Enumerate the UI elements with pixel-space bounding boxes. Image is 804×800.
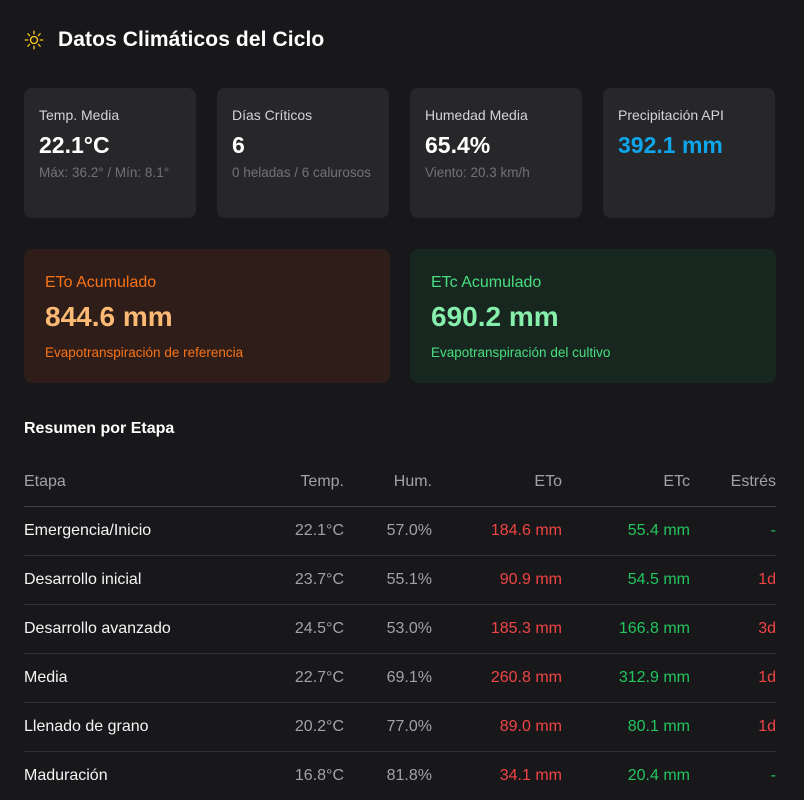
table-row: Desarrollo inicial 23.7°C 55.1% 90.9 mm … [24, 556, 776, 605]
eto-cell: 89.0 mm [499, 718, 562, 735]
table-row: Emergencia/Inicio 22.1°C 57.0% 184.6 mm … [24, 507, 776, 556]
stat-sub: Viento: 20.3 km/h [425, 165, 530, 180]
humidity-cell: 57.0% [386, 522, 432, 539]
stat-value: 392.1 mm [618, 132, 723, 158]
etc-cell: 54.5 mm [627, 571, 690, 588]
temp-cell: 23.7°C [294, 571, 344, 588]
eto-label: ETo Acumulado [45, 274, 157, 291]
column-header-eto: ETo [534, 473, 562, 490]
stage-cell: Desarrollo inicial [24, 571, 142, 588]
eto-cell: 260.8 mm [490, 669, 562, 686]
stress-cell: 1d [758, 718, 776, 735]
etc-description: Evapotranspiración del cultivo [431, 345, 611, 360]
stat-label: Humedad Media [425, 107, 528, 123]
stage-cell: Desarrollo avanzado [24, 620, 171, 637]
stat-value: 65.4% [425, 132, 491, 158]
eto-cell: 90.9 mm [499, 571, 562, 588]
eto-cell: 34.1 mm [499, 767, 562, 784]
humidity-cell: 53.0% [386, 620, 432, 637]
etc-card: ETc Acumulado 690.2 mm Evapotranspiració… [410, 249, 776, 383]
stress-cell: - [770, 767, 776, 784]
etc-cell: 166.8 mm [618, 620, 690, 637]
stress-cell: - [770, 522, 776, 539]
column-header-temp: Temp. [300, 473, 344, 490]
eto-description: Evapotranspiración de referencia [45, 345, 244, 360]
stage-cell: Media [24, 669, 68, 686]
stat-card-humidity: Humedad Media 65.4% Viento: 20.3 km/h [410, 88, 582, 218]
table-row: Media 22.7°C 69.1% 260.8 mm 312.9 mm 1d [24, 654, 776, 703]
stat-sub: 0 heladas / 6 calurosos [232, 165, 371, 180]
etc-cell: 312.9 mm [618, 669, 690, 686]
stage-cell: Llenado de grano [24, 718, 149, 735]
table-row: Maduración 16.8°C 81.8% 34.1 mm 20.4 mm … [24, 752, 776, 800]
etc-cell: 20.4 mm [627, 767, 690, 784]
etc-cell: 80.1 mm [627, 718, 690, 735]
temp-cell: 24.5°C [294, 620, 344, 637]
page-title: Datos Climáticos del Ciclo [58, 28, 325, 51]
stat-value: 22.1°C [39, 132, 110, 158]
etc-cell: 55.4 mm [627, 522, 690, 539]
etc-value: 690.2 mm [431, 301, 559, 332]
column-header-stage: Etapa [24, 473, 66, 490]
stat-card-precipitation: Precipitación API 392.1 mm [603, 88, 775, 218]
humidity-cell: 55.1% [386, 571, 432, 588]
stat-label: Precipitación API [618, 107, 724, 123]
column-header-humidity: Hum. [393, 473, 432, 490]
humidity-cell: 81.8% [386, 767, 432, 784]
table-row: Desarrollo avanzado 24.5°C 53.0% 185.3 m… [24, 605, 776, 654]
stat-sub: Máx: 36.2° / Mín: 8.1° [39, 165, 170, 180]
stage-cell: Maduración [24, 767, 108, 784]
stress-cell: 1d [758, 669, 776, 686]
stat-card-temperature: Temp. Media 22.1°C Máx: 36.2° / Mín: 8.1… [24, 88, 196, 218]
stage-cell: Emergencia/Inicio [24, 522, 152, 539]
stat-card-critical-days: Días Críticos 6 0 heladas / 6 calurosos [217, 88, 389, 218]
eto-card: ETo Acumulado 844.6 mm Evapotranspiració… [24, 249, 390, 383]
stress-cell: 3d [758, 620, 776, 637]
temp-cell: 22.7°C [294, 669, 344, 686]
stat-label: Días Críticos [232, 107, 313, 123]
stat-value: 6 [232, 132, 245, 158]
stress-cell: 1d [758, 571, 776, 588]
etc-label: ETc Acumulado [431, 274, 542, 291]
temp-cell: 22.1°C [294, 522, 344, 539]
humidity-cell: 69.1% [386, 669, 432, 686]
temp-cell: 16.8°C [294, 767, 344, 784]
stat-label: Temp. Media [39, 107, 120, 123]
eto-cell: 185.3 mm [490, 620, 562, 637]
stage-summary-table: Etapa Temp. Hum. ETo ETc Estrés Emergenc… [24, 458, 776, 800]
table-row: Llenado de grano 20.2°C 77.0% 89.0 mm 80… [24, 703, 776, 752]
eto-cell: 184.6 mm [490, 522, 562, 539]
section-title: Resumen por Etapa [24, 420, 175, 437]
column-header-etc: ETc [663, 473, 690, 490]
sun-icon [24, 30, 44, 50]
table-header-row: Etapa Temp. Hum. ETo ETc Estrés [24, 458, 776, 507]
temp-cell: 20.2°C [294, 718, 344, 735]
column-header-stress: Estrés [730, 473, 776, 490]
humidity-cell: 77.0% [386, 718, 432, 735]
eto-value: 844.6 mm [45, 301, 173, 332]
panel-header: Datos Climáticos del Ciclo [24, 24, 324, 56]
